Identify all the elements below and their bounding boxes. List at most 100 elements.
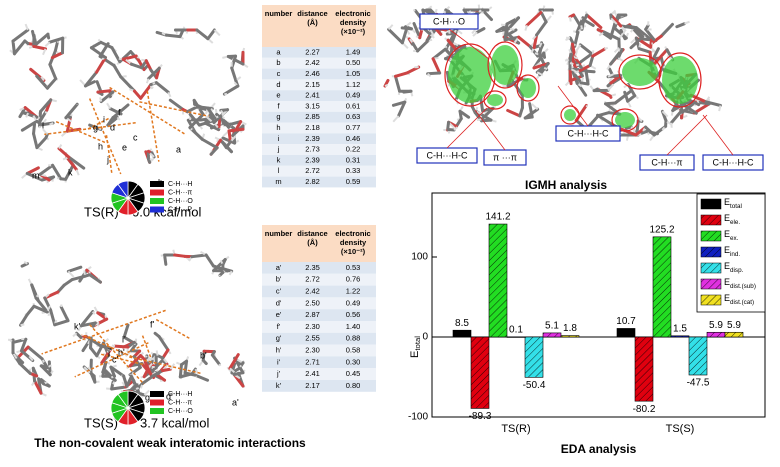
table-cell: g	[276, 112, 280, 121]
table-cell: 0.49	[346, 298, 361, 307]
legend-swatch	[701, 247, 721, 257]
table-cell: 2.41	[305, 369, 320, 378]
bond-h	[147, 79, 149, 83]
legend-swatch	[701, 263, 721, 273]
contact-label: a	[176, 144, 181, 154]
table-cell: 0.77	[346, 123, 361, 132]
table-cell: 1.40	[346, 322, 361, 331]
table-cell: 0.45	[346, 369, 361, 378]
bond-h	[605, 48, 608, 49]
bond-h	[100, 97, 101, 101]
bond	[37, 138, 46, 148]
table-cell: 0.49	[346, 91, 361, 100]
table-cell: 0.61	[346, 101, 361, 110]
bond	[224, 86, 237, 94]
bond	[14, 41, 24, 54]
bond-h	[73, 333, 77, 336]
column-header: density	[340, 238, 367, 247]
figure-caption: The non-covalent weak interatomic intera…	[34, 436, 306, 450]
x-tick-label: TS(R)	[501, 423, 530, 435]
table-cell: 2.39	[305, 134, 320, 143]
bond	[156, 83, 168, 93]
value-label: 1.8	[563, 323, 577, 334]
column-header: (×10⁻²)	[341, 27, 366, 36]
table-cell: k'	[276, 381, 282, 390]
value-label: 10.7	[616, 316, 636, 327]
column-header: (Å)	[307, 18, 318, 27]
table-cell: 0.30	[346, 357, 361, 366]
legend-label: C-H···H	[168, 181, 193, 188]
contact-label: e	[122, 142, 127, 152]
contact-label: k'	[74, 321, 81, 331]
bond-h	[168, 92, 170, 97]
table-cell: 2.27	[305, 47, 320, 56]
isosurface	[564, 109, 576, 121]
table-cell: m	[275, 177, 281, 186]
isosurface	[622, 58, 658, 86]
bond	[98, 91, 110, 92]
legend-swatch	[150, 198, 164, 204]
bond-h	[389, 25, 393, 30]
bond-h	[581, 25, 582, 29]
bond-h	[57, 42, 58, 43]
value-label: 5.9	[727, 320, 741, 331]
table-cell: h'	[276, 345, 282, 354]
column-header: distance	[297, 9, 327, 18]
igmh-label: π ···π	[493, 152, 517, 162]
table-cell: c	[277, 69, 281, 78]
table-cell: 2.82	[305, 177, 320, 186]
bond	[206, 255, 213, 266]
bond	[20, 364, 30, 374]
bond	[170, 100, 183, 109]
contact-label: c	[133, 132, 138, 142]
legend-swatch	[150, 190, 164, 196]
igmh-label: C-H···H-C	[568, 128, 609, 138]
table-cell: 1.05	[346, 69, 361, 78]
contact-label: h	[98, 141, 103, 151]
bar	[525, 337, 543, 377]
table-cell: c'	[276, 286, 282, 295]
bond-h	[393, 116, 398, 122]
bond-h	[99, 128, 101, 129]
value-label: -47.5	[687, 378, 710, 389]
bond	[55, 42, 57, 50]
table-cell: d	[276, 80, 280, 89]
bond	[389, 29, 403, 42]
table-cell: 2.17	[305, 381, 320, 390]
bond	[232, 68, 236, 81]
y-axis-label: Etotal	[409, 336, 422, 358]
igmh-label: C-H···H-C	[427, 150, 468, 160]
pointer	[703, 115, 733, 155]
column-header: (Å)	[307, 238, 318, 247]
bond	[519, 37, 531, 46]
value-label: -89.3	[469, 411, 492, 422]
table-cell: 2.50	[305, 298, 320, 307]
table-cell: e'	[276, 310, 282, 319]
bond-h	[214, 30, 219, 35]
legend-swatch	[150, 400, 164, 406]
bond-h	[68, 271, 73, 277]
legend-swatch	[701, 215, 721, 225]
bond	[428, 73, 440, 74]
bond	[229, 129, 243, 131]
table-cell: g'	[276, 334, 282, 343]
table-cell: 0.46	[346, 134, 361, 143]
contact-label: b'	[200, 350, 207, 360]
bond-h	[117, 117, 119, 119]
bond	[72, 276, 85, 279]
bond	[158, 356, 163, 359]
table-cell: h	[276, 123, 280, 132]
column-header: distance	[297, 229, 327, 238]
bond	[61, 307, 68, 321]
structure-caption: TS(S)	[84, 415, 118, 430]
legend-label: C-H···O	[168, 408, 193, 415]
bond	[593, 49, 605, 56]
value-label: 141.2	[485, 212, 510, 223]
table-cell: 2.71	[305, 357, 320, 366]
igmh-label: C-H···H-C	[713, 157, 754, 167]
bar	[653, 237, 671, 337]
pointer	[475, 110, 505, 150]
bond	[180, 374, 192, 377]
legend-swatch	[701, 231, 721, 241]
bond-h	[586, 105, 587, 106]
